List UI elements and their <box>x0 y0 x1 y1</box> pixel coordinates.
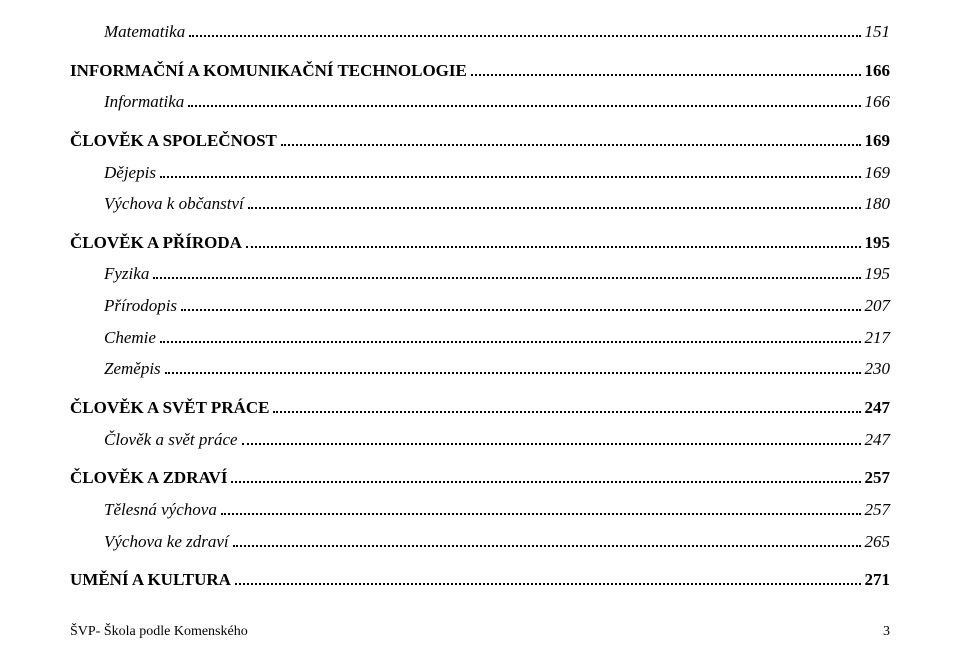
dot-leader <box>231 468 860 484</box>
dot-leader <box>273 397 860 413</box>
toc-page: 247 <box>865 428 891 453</box>
dot-leader <box>235 570 861 586</box>
toc-item: Výchova k občanství 180 <box>70 192 890 217</box>
footer-page-number: 3 <box>883 624 890 640</box>
toc-section: INFORMAČNÍ A KOMUNIKAČNÍ TECHNOLOGIE 166 <box>70 59 890 84</box>
dot-leader <box>248 194 861 210</box>
toc-label: INFORMAČNÍ A KOMUNIKAČNÍ TECHNOLOGIE <box>70 59 467 84</box>
toc-page: 257 <box>865 498 891 523</box>
toc-label: Dějepis <box>70 161 156 186</box>
toc-page: 257 <box>865 466 891 491</box>
dot-leader <box>242 429 861 445</box>
toc-section: ČLOVĚK A SPOLEČNOST 169 <box>70 129 890 154</box>
toc-item: Chemie 217 <box>70 326 890 351</box>
toc-item: Informatika 166 <box>70 90 890 115</box>
dot-leader <box>471 60 861 76</box>
toc-section: ČLOVĚK A SVĚT PRÁCE 247 <box>70 396 890 421</box>
toc-item: Člověk a svět práce 247 <box>70 428 890 453</box>
dot-leader <box>246 232 861 248</box>
toc-item: Tělesná výchova 257 <box>70 498 890 523</box>
toc-label: UMĚNÍ A KULTURA <box>70 568 231 593</box>
toc-label: ČLOVĚK A ZDRAVÍ <box>70 466 227 491</box>
toc-page: 180 <box>865 192 891 217</box>
toc-page: 265 <box>865 530 891 555</box>
dot-leader <box>153 264 860 280</box>
page-footer: ŠVP- Škola podle Komenského 3 <box>70 624 890 640</box>
toc-page: 230 <box>865 357 891 382</box>
toc-page: 169 <box>865 129 891 154</box>
toc-label: Člověk a svět práce <box>70 428 238 453</box>
toc-section: ČLOVĚK A ZDRAVÍ 257 <box>70 466 890 491</box>
toc-label: Tělesná výchova <box>70 498 217 523</box>
toc-label: Přírodopis <box>70 294 177 319</box>
dot-leader <box>160 327 861 343</box>
toc-item: Dějepis 169 <box>70 161 890 186</box>
toc-page: 195 <box>865 262 891 287</box>
toc-page: 247 <box>865 396 891 421</box>
dot-leader <box>233 531 861 547</box>
toc-item: Zeměpis 230 <box>70 357 890 382</box>
toc-page: 169 <box>865 161 891 186</box>
dot-leader <box>188 92 860 108</box>
table-of-contents: Matematika 151 INFORMAČNÍ A KOMUNIKAČNÍ … <box>70 20 890 593</box>
toc-item: Přírodopis 207 <box>70 294 890 319</box>
toc-page: 207 <box>865 294 891 319</box>
dot-leader <box>189 21 860 37</box>
toc-page: 151 <box>865 20 891 45</box>
toc-item: Výchova ke zdraví 265 <box>70 530 890 555</box>
toc-section: UMĚNÍ A KULTURA 271 <box>70 568 890 593</box>
toc-page: 166 <box>865 59 891 84</box>
dot-leader <box>165 359 861 375</box>
toc-page: 271 <box>865 568 891 593</box>
toc-item: Fyzika 195 <box>70 262 890 287</box>
toc-label: ČLOVĚK A SVĚT PRÁCE <box>70 396 269 421</box>
toc-label: Výchova ke zdraví <box>70 530 229 555</box>
toc-label: ČLOVĚK A PŘÍRODA <box>70 231 242 256</box>
toc-item: Matematika 151 <box>70 20 890 45</box>
toc-label: Zeměpis <box>70 357 161 382</box>
toc-section: ČLOVĚK A PŘÍRODA 195 <box>70 231 890 256</box>
dot-leader <box>160 162 861 178</box>
dot-leader <box>181 296 860 312</box>
toc-label: Chemie <box>70 326 156 351</box>
toc-label: Informatika <box>70 90 184 115</box>
toc-page: 217 <box>865 326 891 351</box>
toc-label: Fyzika <box>70 262 149 287</box>
footer-left: ŠVP- Škola podle Komenského <box>70 624 248 640</box>
toc-label: Výchova k občanství <box>70 192 244 217</box>
toc-label: ČLOVĚK A SPOLEČNOST <box>70 129 277 154</box>
dot-leader <box>281 130 861 146</box>
dot-leader <box>221 499 861 515</box>
toc-label: Matematika <box>70 20 185 45</box>
toc-page: 166 <box>865 90 891 115</box>
toc-page: 195 <box>865 231 891 256</box>
document-page: Matematika 151 INFORMAČNÍ A KOMUNIKAČNÍ … <box>0 0 960 668</box>
